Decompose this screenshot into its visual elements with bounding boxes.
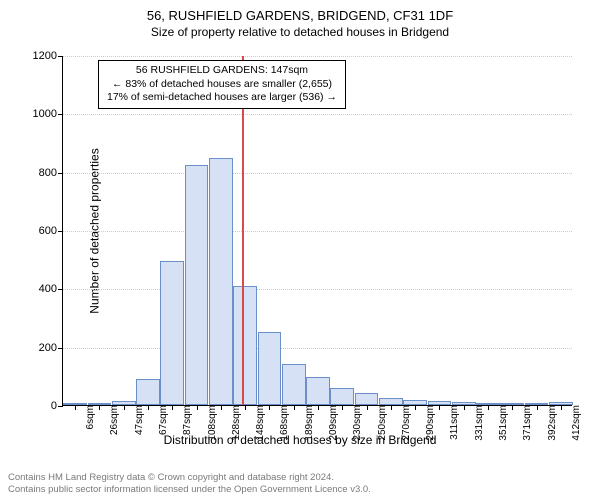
annotation-line: 17% of semi-detached houses are larger (… bbox=[107, 91, 337, 105]
y-tick-label: 200 bbox=[39, 342, 63, 354]
x-tick-mark bbox=[197, 405, 198, 410]
histogram-bar bbox=[282, 364, 306, 405]
x-tick-label: 6sqm bbox=[79, 405, 96, 429]
x-tick-mark bbox=[221, 405, 222, 410]
y-tick-label: 400 bbox=[39, 283, 63, 295]
annotation-line: 56 RUSHFIELD GARDENS: 147sqm bbox=[107, 64, 337, 78]
x-tick-mark bbox=[269, 405, 270, 410]
y-tick-label: 600 bbox=[39, 225, 63, 237]
annotation-box: 56 RUSHFIELD GARDENS: 147sqm← 83% of det… bbox=[98, 60, 346, 109]
x-axis-label: Distribution of detached houses by size … bbox=[0, 433, 600, 447]
x-tick-label: 47sqm bbox=[128, 405, 145, 435]
x-tick-mark bbox=[245, 405, 246, 410]
x-tick-mark bbox=[537, 405, 538, 410]
x-tick-label: 87sqm bbox=[176, 405, 193, 435]
x-tick-mark bbox=[464, 405, 465, 410]
chart-title: 56, RUSHFIELD GARDENS, BRIDGEND, CF31 1D… bbox=[0, 8, 600, 23]
annotation-line: ← 83% of detached houses are smaller (2,… bbox=[107, 78, 337, 92]
x-tick-mark bbox=[124, 405, 125, 410]
x-tick-label: 67sqm bbox=[152, 405, 169, 435]
plot-area: 0200400600800100012006sqm26sqm47sqm67sqm… bbox=[62, 56, 572, 406]
x-tick-mark bbox=[439, 405, 440, 410]
y-tick-label: 800 bbox=[39, 167, 63, 179]
y-tick-label: 1000 bbox=[33, 108, 63, 120]
x-tick-mark bbox=[367, 405, 368, 410]
histogram-bar bbox=[258, 332, 282, 405]
histogram-bar bbox=[185, 165, 209, 405]
grid-line bbox=[63, 173, 572, 174]
histogram-bar bbox=[306, 377, 330, 405]
x-tick-mark bbox=[148, 405, 149, 410]
x-tick-mark bbox=[294, 405, 295, 410]
x-tick-mark bbox=[342, 405, 343, 410]
histogram-bar bbox=[209, 158, 233, 405]
x-tick-mark bbox=[415, 405, 416, 410]
x-tick-mark bbox=[99, 405, 100, 410]
chart-container: 56, RUSHFIELD GARDENS, BRIDGEND, CF31 1D… bbox=[0, 8, 600, 453]
footer-line1: Contains HM Land Registry data © Crown c… bbox=[8, 472, 371, 484]
histogram-bar bbox=[355, 393, 379, 405]
chart-subtitle: Size of property relative to detached ho… bbox=[0, 25, 600, 39]
x-tick-mark bbox=[488, 405, 489, 410]
histogram-bar bbox=[136, 379, 160, 405]
x-tick-mark bbox=[318, 405, 319, 410]
x-tick-mark bbox=[172, 405, 173, 410]
grid-line bbox=[63, 231, 572, 232]
grid-line bbox=[63, 114, 572, 115]
histogram-bar bbox=[379, 398, 403, 405]
x-tick-mark bbox=[512, 405, 513, 410]
y-tick-label: 1200 bbox=[33, 50, 63, 62]
y-tick-label: 0 bbox=[51, 400, 63, 412]
x-tick-mark bbox=[391, 405, 392, 410]
x-tick-label: 26sqm bbox=[103, 405, 120, 435]
histogram-bar bbox=[160, 261, 184, 405]
histogram-bar bbox=[330, 388, 354, 406]
x-tick-mark bbox=[75, 405, 76, 410]
histogram-bar bbox=[233, 286, 257, 405]
x-tick-mark bbox=[561, 405, 562, 410]
footer: Contains HM Land Registry data © Crown c… bbox=[8, 472, 371, 496]
grid-line bbox=[63, 348, 572, 349]
grid-line bbox=[63, 289, 572, 290]
grid-line bbox=[63, 56, 572, 57]
footer-line2: Contains public sector information licen… bbox=[8, 484, 371, 496]
